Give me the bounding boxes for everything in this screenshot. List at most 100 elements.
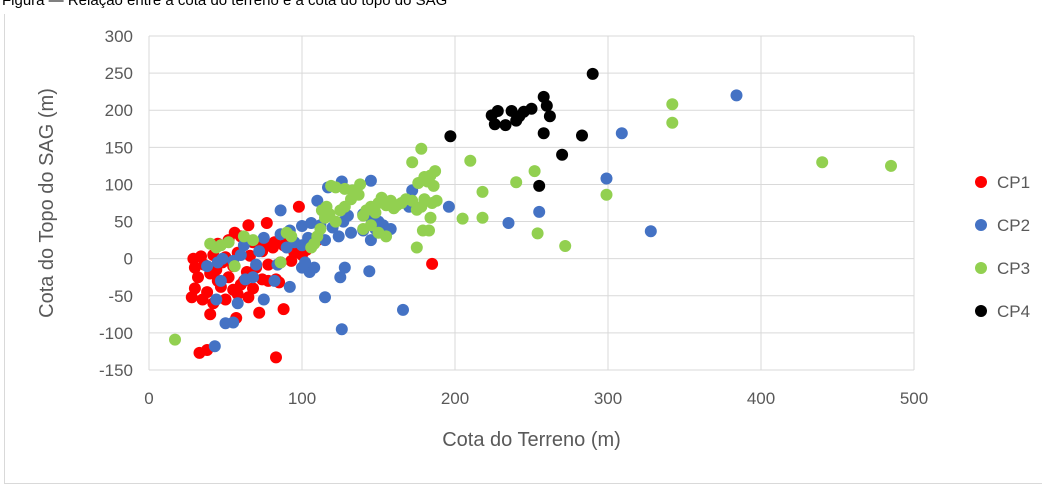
- legend-item-cp3: CP3: [975, 259, 1030, 278]
- point-cp4: [556, 148, 569, 161]
- point-cp2: [644, 225, 657, 238]
- point-cp2: [502, 217, 515, 229]
- point-cp2: [227, 316, 240, 329]
- point-cp3: [222, 236, 235, 249]
- point-cp3: [406, 156, 419, 169]
- point-cp4: [499, 119, 512, 132]
- point-cp1: [219, 293, 232, 306]
- legend-marker-cp2: [975, 219, 987, 231]
- point-cp3: [559, 240, 572, 252]
- figure-caption: Figura — Relação entre a cota do terreno…: [0, 0, 1044, 14]
- legend-item-cp1: CP1: [975, 173, 1030, 192]
- point-cp3: [510, 176, 523, 189]
- point-cp3: [476, 211, 489, 224]
- point-cp3: [427, 179, 440, 192]
- point-cp3: [531, 227, 544, 240]
- scatter-chart: -150 -100 -50 0 50 100 150 200 250 300 0 100 200 300 4…: [36, 27, 1030, 451]
- data-points: [169, 67, 897, 364]
- point-cp2: [257, 231, 270, 244]
- point-cp4: [576, 129, 588, 142]
- point-cp4: [543, 110, 556, 123]
- legend-item-cp2: CP2: [975, 216, 1030, 235]
- point-cp3: [329, 215, 342, 228]
- point-cp3: [885, 159, 897, 172]
- point-cp3: [528, 165, 541, 178]
- point-cp2: [397, 303, 409, 316]
- x-tick-label: 200: [441, 389, 469, 408]
- y-axis-title: Cota do Topo do SAG (m): [36, 88, 58, 318]
- point-cp2: [311, 194, 324, 207]
- point-cp1: [204, 308, 217, 321]
- point-cp3: [424, 211, 437, 224]
- point-cp1: [247, 282, 259, 295]
- point-cp1: [188, 261, 201, 274]
- point-cp3: [169, 333, 181, 346]
- point-cp3: [247, 234, 259, 247]
- point-cp3: [285, 230, 298, 243]
- x-tick-label: 500: [900, 389, 928, 408]
- point-cp2: [216, 252, 229, 265]
- legend-marker-cp4: [975, 305, 987, 317]
- gridlines: [148, 35, 915, 371]
- y-tick-label: 300: [105, 27, 133, 46]
- point-cp2: [214, 274, 227, 287]
- point-cp2: [363, 265, 376, 278]
- point-cp3: [429, 165, 442, 178]
- point-cp2: [201, 260, 214, 273]
- point-cp1: [242, 291, 255, 304]
- x-axis-title: Cota do Terreno (m): [442, 429, 621, 451]
- point-cp2: [335, 323, 348, 336]
- y-tick-label: 250: [105, 64, 133, 83]
- y-tick-label: -50: [108, 287, 133, 306]
- point-cp1: [260, 217, 273, 229]
- point-cp1: [256, 273, 269, 286]
- point-cp2: [253, 245, 266, 258]
- x-tick-label: 0: [144, 389, 153, 408]
- point-cp2: [730, 89, 743, 102]
- point-cp2: [308, 261, 321, 274]
- point-cp1: [244, 249, 256, 262]
- point-cp1: [262, 258, 275, 271]
- y-tick-label: 50: [114, 213, 133, 232]
- point-cp2: [299, 256, 312, 269]
- point-cp1: [242, 219, 255, 232]
- point-cp1: [188, 282, 201, 295]
- point-cp2: [268, 274, 281, 287]
- point-cp2: [600, 172, 613, 185]
- point-cp3: [423, 224, 435, 237]
- point-cp1: [228, 226, 241, 239]
- point-cp3: [426, 197, 439, 209]
- x-tick-label: 400: [747, 389, 775, 408]
- point-cp2: [442, 200, 455, 213]
- point-cp2: [364, 234, 377, 247]
- point-cp3: [237, 230, 250, 243]
- point-cp2: [615, 127, 628, 140]
- point-cp4: [491, 105, 504, 117]
- point-cp2: [234, 249, 247, 261]
- point-cp4: [540, 99, 553, 112]
- point-cp1: [195, 250, 207, 263]
- point-cp3: [228, 260, 241, 273]
- point-cp3: [364, 219, 377, 232]
- x-tick-label: 300: [594, 389, 622, 408]
- x-tick-label: 100: [288, 389, 316, 408]
- point-cp2: [338, 261, 351, 274]
- point-cp3: [476, 185, 489, 198]
- point-cp3: [406, 194, 419, 207]
- point-cp3: [311, 230, 324, 243]
- point-cp2: [296, 220, 308, 232]
- point-cp2: [274, 204, 287, 217]
- point-cp2: [364, 174, 377, 187]
- point-cp2: [334, 271, 347, 284]
- point-cp1: [270, 351, 282, 364]
- axes: -150 -100 -50 0 50 100 150 200 250 300 0 100 200 300 4…: [99, 27, 928, 408]
- point-cp3: [274, 256, 287, 269]
- legend-label-cp2: CP2: [997, 216, 1030, 235]
- point-cp3: [410, 241, 423, 254]
- legend-item-cp4: CP4: [975, 302, 1030, 321]
- point-cp2: [319, 291, 331, 304]
- point-cp2: [237, 239, 250, 252]
- point-cp3: [600, 188, 613, 201]
- point-cp3: [415, 142, 428, 155]
- point-cp2: [305, 217, 318, 229]
